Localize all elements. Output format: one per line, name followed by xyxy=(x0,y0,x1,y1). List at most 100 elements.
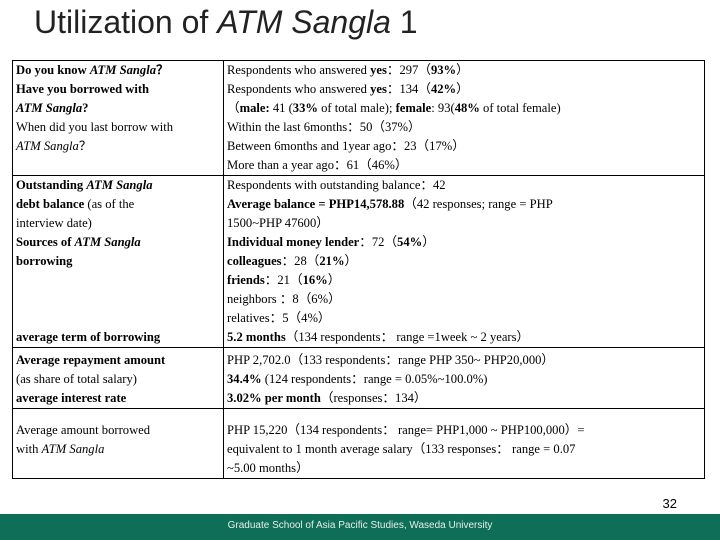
text-run: yes xyxy=(370,82,387,96)
text-run: ~5.00 months） xyxy=(227,461,309,475)
question-cell: Do you know ATM Sangla？ Have you borrowed… xyxy=(12,60,224,176)
text-run: （ xyxy=(227,101,240,115)
slide-title: Utilization of ATM Sangla 1 xyxy=(34,4,418,41)
table-row: Do you know ATM Sangla？ Have you borrowed… xyxy=(12,60,705,176)
text-line: Have you borrowed with xyxy=(16,80,220,99)
text-run: 48% xyxy=(454,101,480,115)
text-run: : 93( xyxy=(431,101,455,115)
text-line: More than a year ago：61（46%） xyxy=(227,156,701,175)
title-suffix: 1 xyxy=(390,4,418,40)
text-run: Individual money lender xyxy=(227,235,360,249)
text-run: relatives：5（4%） xyxy=(227,311,331,325)
text-run: PHP 15,220（134 respondents： range= PHP1,… xyxy=(227,423,585,437)
text-line: 1500~PHP 47600） xyxy=(227,214,701,233)
text-run: （42 responses; range = PHP xyxy=(404,197,553,211)
text-line: interview date) xyxy=(16,214,220,233)
text-run: (as share of total salary) xyxy=(16,372,137,386)
text-run: 42% xyxy=(430,82,457,96)
text-run: 54% xyxy=(397,235,423,249)
text-run: 33% xyxy=(292,101,318,115)
text-run: More than a year ago：61（46%） xyxy=(227,158,408,172)
text-run: Respondents who answered xyxy=(227,82,371,96)
question-cell: Outstanding ATM Sangla debt balance (as o… xyxy=(12,175,224,348)
text-run: average interest rate xyxy=(16,391,127,405)
text-run: 1500~PHP 47600） xyxy=(227,216,329,230)
text-line: Individual money lender：72（54%） xyxy=(227,233,701,252)
text-run: male: xyxy=(239,101,270,115)
text-run: (as of the xyxy=(84,197,135,211)
text-run: with xyxy=(16,442,42,456)
text-line: Respondents who answered yes：134（42%） xyxy=(227,80,701,99)
text-run: ：297（ xyxy=(386,63,431,77)
question-cell: Average repayment amount (as share of tot… xyxy=(12,347,224,409)
text-line: Average amount borrowed xyxy=(16,421,220,440)
answer-cell: PHP 2,702.0（133 respondents：range PHP 35… xyxy=(223,347,705,409)
text-run: female xyxy=(395,101,432,115)
text-line xyxy=(16,290,220,309)
text-line: Outstanding ATM Sangla xyxy=(16,176,220,195)
text-line: ~5.00 months） xyxy=(227,459,701,478)
text-line: neighbors ：8（6%） xyxy=(227,290,701,309)
text-run: ATM Sangla xyxy=(16,101,83,115)
text-run: ：28（ xyxy=(281,254,320,268)
text-line: equivalent to 1 month average salary（133… xyxy=(227,440,701,459)
text-run: PHP 2,702.0（133 respondents：range PHP 35… xyxy=(227,353,555,367)
text-run: 93% xyxy=(430,63,457,77)
text-line: 3.02% per month（responses：134） xyxy=(227,389,701,408)
text-line: relatives：5（4%） xyxy=(227,309,701,328)
text-run: ） xyxy=(456,82,469,96)
text-line: average interest rate xyxy=(16,389,220,408)
text-run: colleagues xyxy=(227,254,282,268)
text-run: Average repayment amount xyxy=(16,353,166,367)
text-run: Between 6months and 1year ago：23（17%） xyxy=(227,139,465,153)
text-line: 34.4% (124 respondents：range = 0.05%~100… xyxy=(227,370,701,389)
text-run: friends xyxy=(227,273,265,287)
text-run: Do you know xyxy=(16,63,90,77)
text-run: Average balance = PHP14,578.88 xyxy=(227,197,405,211)
text-run: ） xyxy=(327,273,341,287)
text-run: ） xyxy=(422,235,435,249)
title-prefix: Utilization of xyxy=(34,4,218,40)
text-run: When did you last borrow with xyxy=(16,120,174,134)
table-row: Outstanding ATM Sangla debt balance (as o… xyxy=(12,175,705,348)
text-run: of total female) xyxy=(479,101,561,115)
title-product-name: ATM Sangla xyxy=(217,4,391,40)
text-run: Have you borrowed with xyxy=(16,82,150,96)
text-line: Average balance = PHP14,578.88（42 respon… xyxy=(227,195,701,214)
text-line: ATM Sangla? xyxy=(16,99,220,118)
text-line: Within the last 6months：50（37%） xyxy=(227,118,701,137)
text-run: 34.4% xyxy=(227,372,262,386)
text-run: 16% xyxy=(302,273,328,287)
page-number: 32 xyxy=(662,496,677,511)
text-run: 3.02% per month xyxy=(227,391,321,405)
text-run: Respondents with outstanding balance：42 xyxy=(227,178,446,192)
text-line: (as share of total salary) xyxy=(16,370,220,389)
text-run: Within the last 6months：50（37%） xyxy=(227,120,421,134)
text-line: debt balance (as of the xyxy=(16,195,220,214)
answer-cell: PHP 15,220（134 respondents： range= PHP1,… xyxy=(223,408,705,479)
text-run: neighbors ：8（6%） xyxy=(227,292,341,306)
text-line: Sources of ATM Sangla xyxy=(16,233,220,252)
answer-cell: Respondents with outstanding balance：42 A… xyxy=(223,175,705,348)
footer-text: Graduate School of Asia Pacific Studies,… xyxy=(227,520,493,531)
text-run: borrowing xyxy=(16,254,73,268)
footer-bar: Graduate School of Asia Pacific Studies,… xyxy=(0,514,720,540)
text-run: of total male); xyxy=(317,101,396,115)
text-run: interview date) xyxy=(16,216,92,230)
text-run: ：21（ xyxy=(264,273,303,287)
text-run: 21% xyxy=(319,254,345,268)
text-run: ） xyxy=(344,254,358,268)
text-run: Sources of xyxy=(16,235,75,249)
text-line: Respondents with outstanding balance：42 xyxy=(227,176,701,195)
text-run: ：134（ xyxy=(386,82,431,96)
text-run: equivalent to 1 month average salary（133… xyxy=(227,442,576,456)
text-line: Do you know ATM Sangla？ xyxy=(16,61,220,80)
text-run: 5.2 months xyxy=(227,330,286,344)
text-run: average term of borrowing xyxy=(16,330,161,344)
text-run: ？ xyxy=(78,139,92,153)
text-line xyxy=(16,309,220,328)
text-run: ATM Sangla xyxy=(16,139,79,153)
text-run: yes xyxy=(370,63,387,77)
text-run: Average amount borrowed xyxy=(16,423,151,437)
text-line: （male: 41 (33% of total male); female: 9… xyxy=(227,99,701,118)
